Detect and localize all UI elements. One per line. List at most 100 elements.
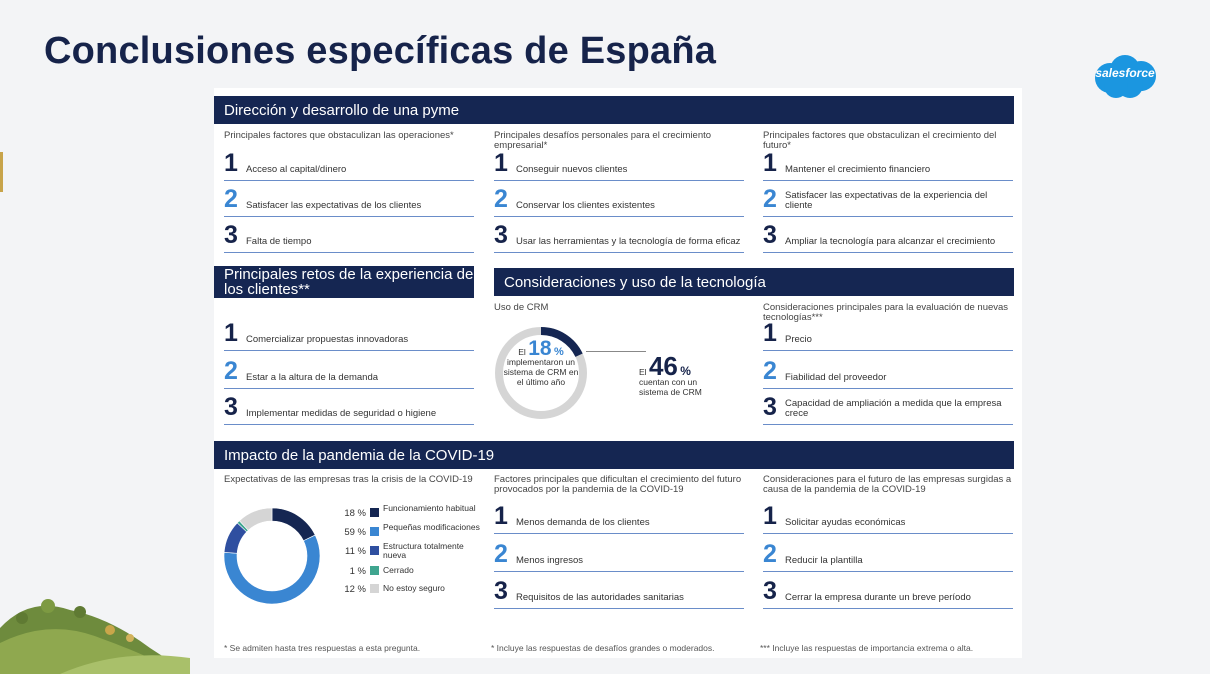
item-text: Capacidad de ampliación a medida que la … (785, 398, 1002, 419)
crm-right-stat: El 46 % cuentan con un sistema de CRM (639, 353, 709, 397)
stat-text: cuentan con un sistema de CRM (639, 377, 702, 397)
item-text: Fiabilidad del proveedor (785, 372, 887, 383)
caption-expectativas: Expectativas de las empresas tras la cri… (224, 474, 473, 485)
footnote: *** Incluye las respuestas de importanci… (760, 643, 974, 653)
rank-number: 1 (494, 502, 508, 530)
cloud-icon (1095, 55, 1156, 98)
list-item: 3 Falta de tiempo (224, 222, 474, 253)
rank-number: 1 (763, 502, 777, 530)
footnote: * Se admiten hasta tres respuestas a est… (224, 643, 421, 653)
rank-number: 1 (763, 319, 777, 347)
legend-label: Cerrado (383, 565, 414, 575)
rank-number: 1 (763, 149, 777, 177)
stat-text: implementaron un sistema de CRM en el úl… (503, 357, 579, 387)
item-text: Conseguir nuevos clientes (516, 164, 628, 175)
page-title: Conclusiones específicas de España (44, 30, 717, 72)
rank-number: 3 (494, 221, 508, 249)
section-header-direccion: Dirección y desarrollo de una pyme (214, 96, 1014, 124)
rank-number: 3 (763, 393, 777, 421)
list-item: 3 Usar las herramientas y la tecnología d… (494, 222, 744, 253)
rank-number: 2 (494, 185, 508, 213)
stat-value: 18 (528, 337, 552, 360)
legend-swatch (370, 508, 379, 517)
item-text: Acceso al capital/dinero (246, 164, 347, 175)
section-header-tecnologia: Consideraciones y uso de la tecnología (494, 268, 1014, 296)
stat-prefix: El (639, 367, 647, 377)
crm-left-stat: El 18 % implementaron un sistema de CRM … (502, 338, 580, 387)
rank-number: 1 (224, 319, 238, 347)
legend-value: 18 % (344, 508, 366, 519)
covid-donut-chart (223, 507, 321, 605)
list-item: 2 Menos ingresos (494, 541, 744, 572)
item-text: Falta de tiempo (246, 236, 312, 247)
list-item: 1 Acceso al capital/dinero (224, 150, 474, 181)
legend-label: Funcionamiento habitual (383, 503, 476, 513)
item-text: Reducir la plantilla (785, 555, 863, 566)
legend-value: 11 % (345, 546, 366, 557)
item-text: Satisfacer las expectativas de la experi… (785, 190, 988, 211)
rank-number: 2 (224, 357, 238, 385)
rank-number: 3 (224, 221, 238, 249)
list-item: 3 Requisitos de las autoridades sanitaria… (494, 578, 744, 609)
list-item: 2 Satisfacer las expectativas de la exper… (763, 186, 1013, 217)
logo-text: salesforce (1095, 66, 1155, 80)
left-accent-bar (0, 152, 3, 192)
rank-number: 3 (763, 221, 777, 249)
list-item: 1 Solicitar ayudas económicas (763, 503, 1013, 534)
list-item: 3 Cerrar la empresa durante un breve perí… (763, 578, 1013, 609)
item-text: Precio (785, 334, 812, 345)
list-item: 2 Conservar los clientes existentes (494, 186, 744, 217)
gauge-fill-arc (495, 327, 587, 419)
donut-slice-4 (238, 507, 273, 531)
list-item: 1 Menos demanda de los clientes (494, 503, 744, 534)
rank-number: 1 (224, 149, 238, 177)
item-text: Ampliar la tecnología para alcanzar el c… (785, 236, 996, 247)
caption-obstaculos-futuro: Principales factores que obstaculizan el… (763, 130, 997, 151)
hills-illustration (0, 599, 190, 674)
connector-line (586, 351, 646, 352)
rank-number: 1 (494, 149, 508, 177)
stat-prefix: El (518, 347, 526, 357)
section-header-covid: Impacto de la pandemia de la COVID-19 (214, 441, 1014, 469)
list-item: 2 Fiabilidad del proveedor (763, 358, 1013, 389)
item-text: Solicitar ayudas económicas (785, 517, 906, 528)
stat-value: 46 (648, 351, 678, 381)
list-item: 1 Precio (763, 320, 1013, 351)
list-item: 2 Reducir la plantilla (763, 541, 1013, 572)
legend-swatch (370, 584, 379, 593)
list-item: 1 Comercializar propuestas innovadoras (224, 320, 474, 351)
item-text: Comercializar propuestas innovadoras (246, 334, 409, 345)
legend-swatch (370, 527, 379, 536)
rank-number: 2 (494, 540, 508, 568)
legend-swatch (370, 546, 379, 555)
donut-slice-0 (271, 507, 316, 542)
rank-number: 2 (763, 357, 777, 385)
legend-label: Estructura totalmente nueva (383, 541, 464, 560)
caption-evaluacion-tecnologias: Consideraciones principales para la eval… (763, 302, 1009, 323)
rank-number: 3 (763, 577, 777, 605)
item-text: Implementar medidas de seguridad o higie… (246, 408, 437, 419)
caption-factores-covid: Factores principales que dificultan el c… (494, 474, 742, 495)
rank-number: 2 (763, 185, 777, 213)
list-item: 2 Satisfacer las expectativas de los clie… (224, 186, 474, 217)
list-item: 3 Ampliar la tecnología para alcanzar el … (763, 222, 1013, 253)
list-item: 1 Mantener el crecimiento financiero (763, 150, 1013, 181)
caption-obstaculos-operaciones: Principales factores que obstaculizan la… (224, 130, 454, 141)
legend-label: No estoy seguro (383, 583, 445, 593)
item-text: Mantener el crecimiento financiero (785, 164, 931, 175)
footnote: * Incluye las respuestas de desafíos gra… (491, 643, 715, 653)
item-text: Usar las herramientas y la tecnología de… (516, 236, 741, 247)
caption-uso-crm: Uso de CRM (494, 302, 549, 313)
caption-futuro-empresas: Consideraciones para el futuro de las em… (763, 474, 1012, 495)
stat-unit: % (680, 364, 691, 378)
list-item: 2 Estar a la altura de la demanda (224, 358, 474, 389)
rank-number: 3 (224, 393, 238, 421)
list-item: 1 Conseguir nuevos clientes (494, 150, 744, 181)
item-text: Cerrar la empresa durante un breve perío… (785, 592, 971, 603)
item-text: Menos demanda de los clientes (516, 517, 650, 528)
legend-value: 12 % (344, 584, 366, 595)
legend-label: Pequeñas modificaciones (383, 522, 480, 532)
list-item: 3 Capacidad de ampliación a medida que la… (763, 394, 1013, 425)
legend-swatch (370, 566, 379, 575)
section-header-retos: Principales retos de la experiencia de l… (214, 266, 474, 298)
